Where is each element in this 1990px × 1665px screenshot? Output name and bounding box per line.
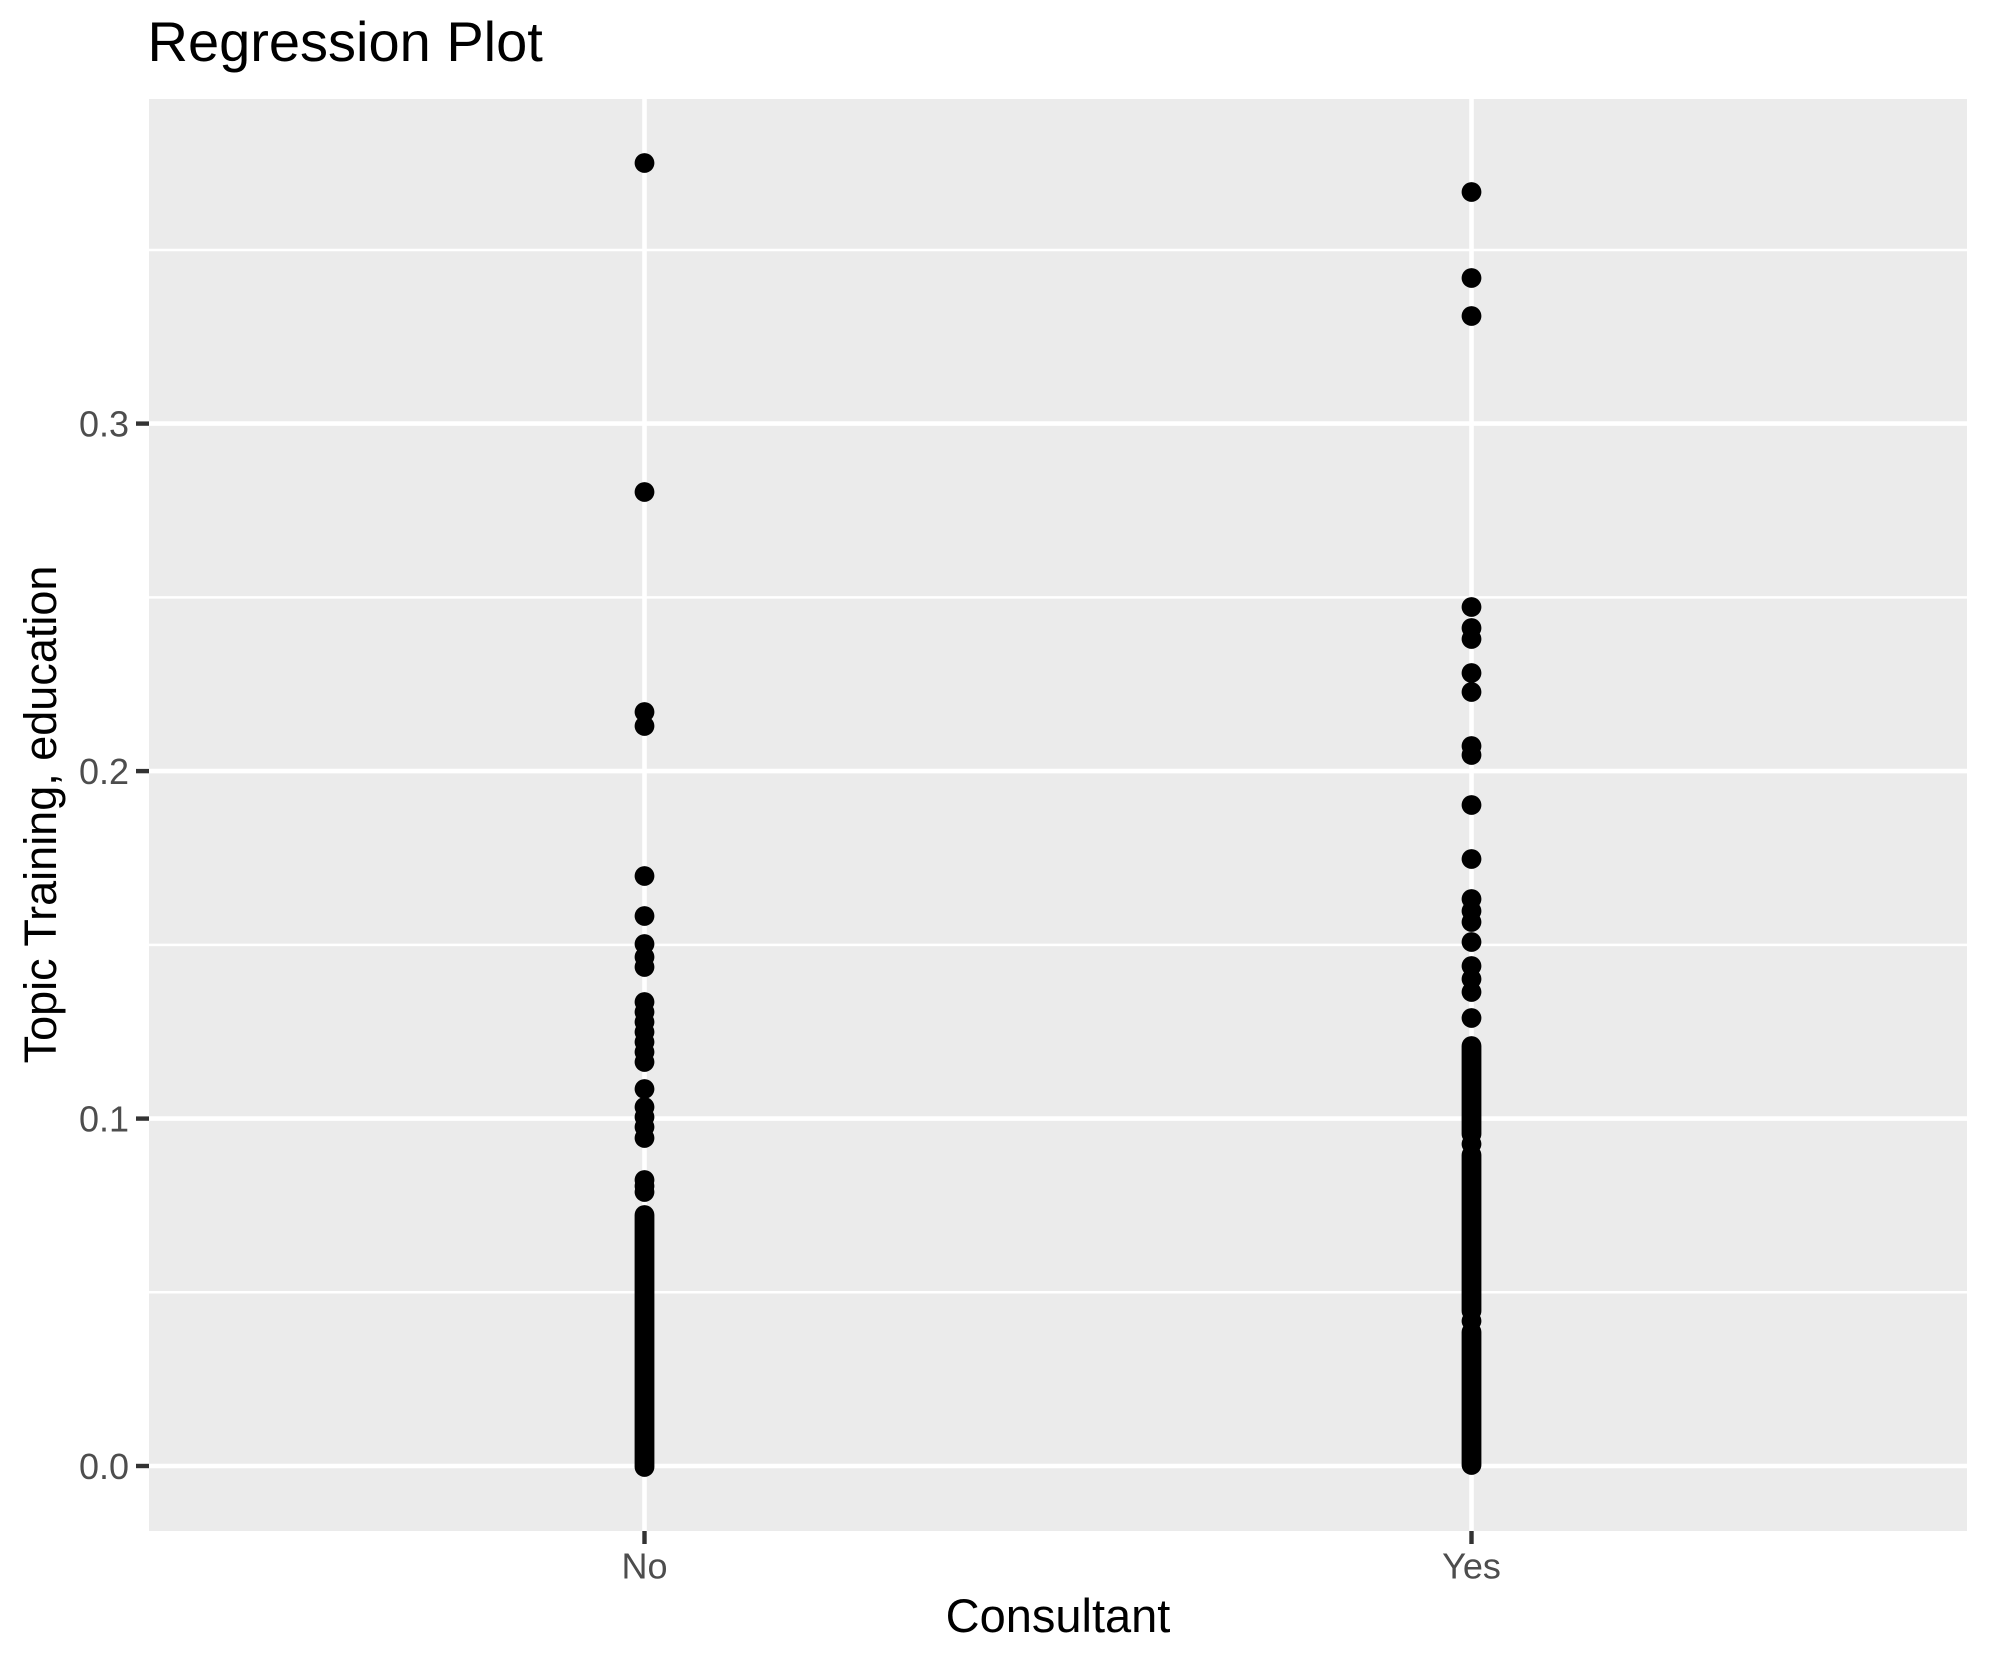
- svg-text:0.0: 0.0: [79, 1446, 129, 1487]
- svg-text:Regression Plot: Regression Plot: [148, 10, 544, 73]
- svg-text:Topic Training, education: Topic Training, education: [15, 566, 66, 1064]
- svg-text:0.1: 0.1: [79, 1099, 129, 1140]
- svg-text:Yes: Yes: [1442, 1546, 1501, 1587]
- svg-text:0.2: 0.2: [79, 751, 129, 792]
- svg-text:Consultant: Consultant: [946, 1589, 1171, 1642]
- svg-text:No: No: [621, 1546, 667, 1587]
- svg-text:0.3: 0.3: [79, 404, 129, 445]
